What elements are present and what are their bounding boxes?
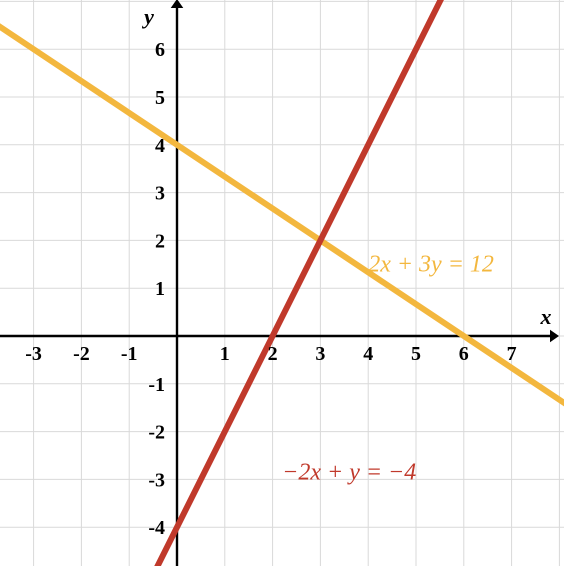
x-tick-label: 3 (315, 343, 325, 365)
x-tick-label: -2 (73, 343, 90, 365)
x-tick-label: 4 (363, 343, 373, 365)
x-tick-label: -1 (121, 343, 138, 365)
y-tick-label: -1 (148, 374, 165, 396)
equation-label-yellow: 2x + 3y = 12 (368, 251, 494, 277)
x-tick-label: -3 (25, 343, 42, 365)
x-axis-label: x (540, 304, 552, 329)
equation-label-red: −2x + y = −4 (282, 459, 416, 485)
y-tick-label: 3 (155, 183, 165, 205)
y-tick-label: 1 (155, 278, 165, 300)
coordinate-plot: -3-2-11234567-4-3-2-1123456xy2x + 3y = 1… (0, 0, 564, 566)
y-tick-label: 4 (155, 135, 165, 157)
y-tick-label: 6 (155, 39, 165, 61)
y-tick-label: 2 (155, 230, 165, 252)
x-tick-label: 2 (268, 343, 278, 365)
y-tick-label: -4 (148, 517, 165, 539)
x-tick-label: 6 (459, 343, 469, 365)
y-tick-label: -3 (148, 469, 165, 491)
x-tick-label: 1 (220, 343, 230, 365)
y-tick-label: -2 (148, 422, 165, 444)
x-tick-label: 5 (411, 343, 421, 365)
y-tick-label: 5 (155, 87, 165, 109)
x-tick-label: 7 (507, 343, 517, 365)
